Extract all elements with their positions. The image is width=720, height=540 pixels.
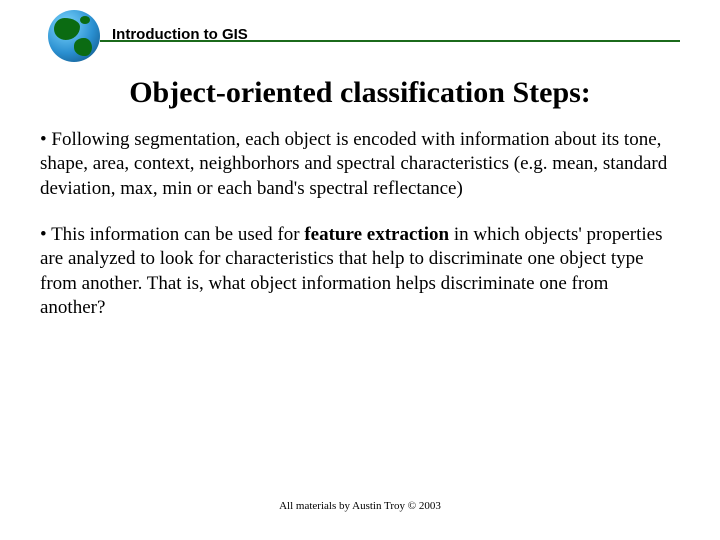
header-divider	[100, 40, 680, 42]
slide-footer: All materials by Austin Troy © 2003	[0, 500, 720, 512]
slide-title: Object-oriented classification Steps:	[0, 76, 720, 110]
bullet-item: • This information can be used for featu…	[40, 223, 676, 320]
bullet-prefix: •	[40, 224, 51, 245]
header-label: Introduction to GIS	[112, 26, 248, 47]
bullet-prefix: •	[40, 129, 51, 150]
bullet-item: • Following segmentation, each object is…	[40, 128, 676, 201]
bullet-text: Following segmentation, each object is e…	[40, 129, 667, 199]
bullet-text-bold: feature extraction	[304, 224, 453, 245]
globe-icon	[48, 10, 100, 62]
slide-body: • Following segmentation, each object is…	[40, 128, 676, 342]
bullet-text: This information can be used for	[51, 224, 304, 245]
slide-header: Introduction to GIS	[48, 10, 680, 62]
